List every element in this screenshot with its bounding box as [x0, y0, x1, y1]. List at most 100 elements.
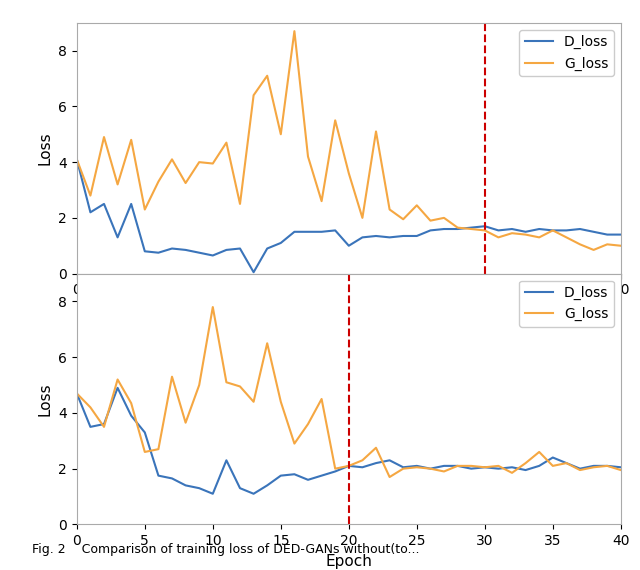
G_loss	[590, 464, 598, 471]
D_loss	[427, 465, 435, 472]
G_loss	[454, 462, 461, 469]
G_loss	[182, 180, 189, 186]
D_loss	[399, 233, 407, 239]
D_loss	[332, 468, 339, 475]
D_loss	[155, 472, 163, 479]
G_loss	[168, 156, 176, 163]
D_loss	[73, 390, 81, 397]
D_loss	[481, 223, 489, 230]
D_loss	[536, 226, 543, 233]
D_loss	[73, 156, 81, 163]
G_loss	[100, 133, 108, 140]
D_loss	[358, 464, 366, 471]
G_loss	[223, 379, 230, 386]
D_loss	[304, 229, 312, 235]
G_loss	[358, 457, 366, 464]
G_loss	[277, 131, 285, 138]
G_loss	[264, 72, 271, 79]
G_loss	[100, 424, 108, 430]
D_loss	[223, 246, 230, 253]
D_loss	[318, 472, 326, 479]
G_loss	[277, 398, 285, 405]
G_loss	[576, 467, 584, 474]
G_loss	[168, 373, 176, 380]
D_loss	[536, 462, 543, 469]
D_loss	[508, 226, 516, 233]
D_loss	[440, 226, 448, 233]
G_loss	[508, 230, 516, 237]
G_loss	[495, 234, 502, 241]
G_loss	[114, 376, 122, 383]
G_loss	[291, 28, 298, 35]
Y-axis label: Loss: Loss	[38, 132, 52, 165]
Legend: D_loss, G_loss: D_loss, G_loss	[520, 30, 614, 76]
D_loss	[127, 201, 135, 207]
G_loss	[604, 462, 611, 469]
D_loss	[86, 424, 94, 430]
G_loss	[481, 464, 489, 471]
G_loss	[223, 139, 230, 146]
D_loss	[440, 462, 448, 469]
D_loss	[236, 245, 244, 252]
X-axis label: Epoch: Epoch	[325, 303, 372, 318]
D_loss	[358, 234, 366, 241]
G_loss	[563, 234, 570, 241]
G_loss	[604, 241, 611, 248]
G_loss	[522, 231, 529, 238]
D_loss	[522, 229, 529, 235]
G_loss	[345, 170, 353, 177]
D_loss	[604, 231, 611, 238]
G_loss	[250, 92, 257, 99]
D_loss	[100, 421, 108, 428]
D_loss	[236, 484, 244, 491]
D_loss	[590, 462, 598, 469]
D_loss	[114, 234, 122, 241]
D_loss	[209, 252, 216, 259]
G_loss	[127, 400, 135, 406]
D_loss	[386, 457, 394, 464]
D_loss	[413, 233, 420, 239]
D_loss	[182, 482, 189, 489]
G_loss	[236, 383, 244, 390]
G_loss	[617, 242, 625, 249]
D_loss	[182, 246, 189, 253]
D_loss	[332, 227, 339, 234]
D_loss	[481, 464, 489, 471]
D_loss	[576, 226, 584, 233]
G_loss	[536, 234, 543, 241]
D_loss	[495, 465, 502, 472]
D_loss	[617, 231, 625, 238]
G_loss	[182, 420, 189, 426]
G_loss	[522, 459, 529, 466]
D_loss	[264, 482, 271, 489]
G_loss	[427, 217, 435, 224]
D_loss	[427, 227, 435, 234]
G_loss	[481, 227, 489, 234]
D_loss	[155, 249, 163, 256]
Line: D_loss: D_loss	[77, 388, 621, 494]
D_loss	[576, 465, 584, 472]
D_loss	[318, 229, 326, 235]
G_loss	[549, 227, 557, 234]
G_loss	[332, 465, 339, 472]
D_loss	[264, 245, 271, 252]
D_loss	[617, 464, 625, 471]
D_loss	[141, 248, 148, 255]
D_loss	[250, 490, 257, 497]
D_loss	[168, 245, 176, 252]
G_loss	[386, 206, 394, 213]
G_loss	[590, 246, 598, 253]
G_loss	[386, 474, 394, 481]
Line: G_loss: G_loss	[77, 307, 621, 477]
D_loss	[223, 457, 230, 464]
G_loss	[264, 340, 271, 347]
Line: G_loss: G_loss	[77, 31, 621, 250]
D_loss	[100, 201, 108, 207]
D_loss	[277, 472, 285, 479]
D_loss	[454, 226, 461, 233]
Text: Fig. 2    Comparison of training loss of DED-GANs without(to...: Fig. 2 Comparison of training loss of DE…	[32, 543, 419, 556]
G_loss	[86, 192, 94, 199]
D_loss	[291, 229, 298, 235]
G_loss	[73, 156, 81, 163]
D_loss	[291, 471, 298, 478]
